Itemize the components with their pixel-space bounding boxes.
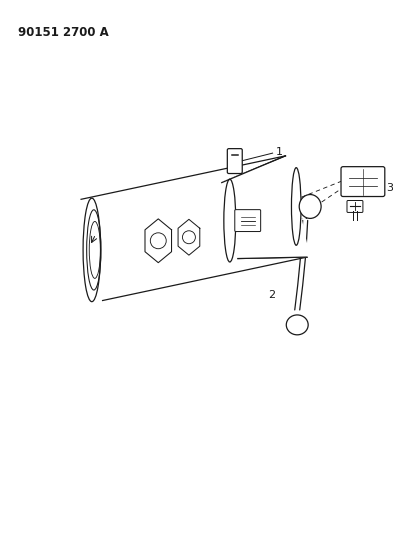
FancyBboxPatch shape [227,149,242,174]
Text: 2: 2 [268,290,275,300]
Text: 1: 1 [275,147,283,157]
FancyBboxPatch shape [235,209,261,231]
Ellipse shape [286,315,308,335]
Polygon shape [219,156,310,259]
Ellipse shape [292,168,301,245]
Ellipse shape [83,198,101,302]
Text: 3: 3 [386,183,393,192]
FancyBboxPatch shape [347,200,363,213]
Ellipse shape [299,195,321,219]
Text: 90151 2700 A: 90151 2700 A [18,26,108,39]
FancyBboxPatch shape [341,167,385,197]
